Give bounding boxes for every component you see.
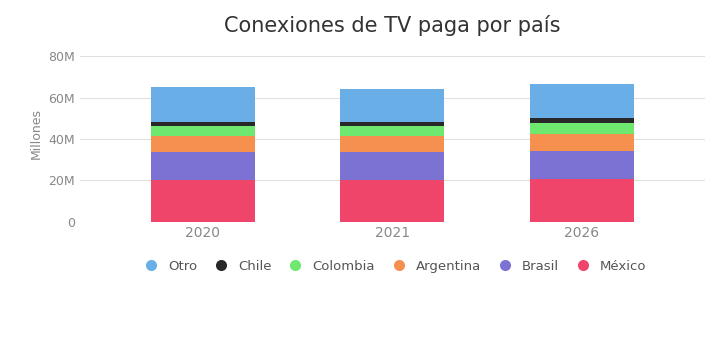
Y-axis label: Millones: Millones (30, 108, 42, 159)
Bar (150, 180, 255, 222)
Bar (150, 152, 255, 180)
Bar (340, 136, 444, 152)
Bar (530, 134, 634, 151)
Title: Conexiones de TV paga por país: Conexiones de TV paga por país (224, 15, 561, 36)
Bar (530, 151, 634, 179)
Bar (150, 87, 255, 122)
Bar (340, 122, 444, 126)
Bar (150, 136, 255, 152)
Bar (150, 122, 255, 126)
Bar (340, 126, 444, 136)
Bar (530, 118, 634, 123)
Bar (530, 84, 634, 118)
Bar (530, 123, 634, 134)
Bar (150, 126, 255, 136)
Legend: Otro, Chile, Colombia, Argentina, Brasil, México: Otro, Chile, Colombia, Argentina, Brasil… (132, 255, 652, 278)
Bar (340, 89, 444, 122)
Bar (530, 179, 634, 222)
Bar (340, 180, 444, 222)
Bar (340, 152, 444, 180)
